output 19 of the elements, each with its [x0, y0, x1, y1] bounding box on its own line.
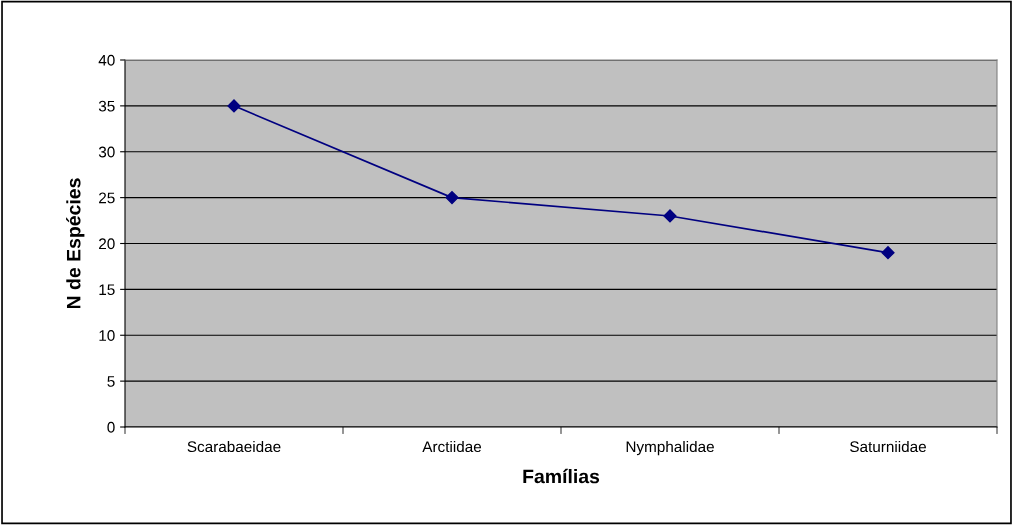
y-tick-label: 25	[99, 192, 115, 204]
y-tick-label: 10	[99, 330, 115, 341]
point	[881, 246, 895, 260]
point	[227, 99, 241, 113]
y-tick-label: 40	[98, 54, 115, 66]
x-tick-label: Scarabaeidae	[187, 440, 281, 453]
x-tick-label: Nymphalidae	[626, 440, 714, 456]
x-tick-label: Saturniidae	[850, 440, 926, 453]
point	[663, 209, 677, 223]
point	[445, 191, 459, 205]
y-tick-label: 15	[99, 284, 115, 296]
x-axis-title: Famílias	[523, 468, 600, 484]
y-tick-label: 0	[107, 421, 115, 433]
y-tick-label: 35	[98, 100, 115, 112]
y-tick-label: 30	[98, 146, 115, 158]
y-tick-label: 20	[99, 238, 115, 250]
y-tick-label: 5	[107, 376, 115, 387]
x-tick-label: Arctiidae	[422, 440, 482, 453]
y-axis-title: N de Espécies	[66, 178, 85, 309]
